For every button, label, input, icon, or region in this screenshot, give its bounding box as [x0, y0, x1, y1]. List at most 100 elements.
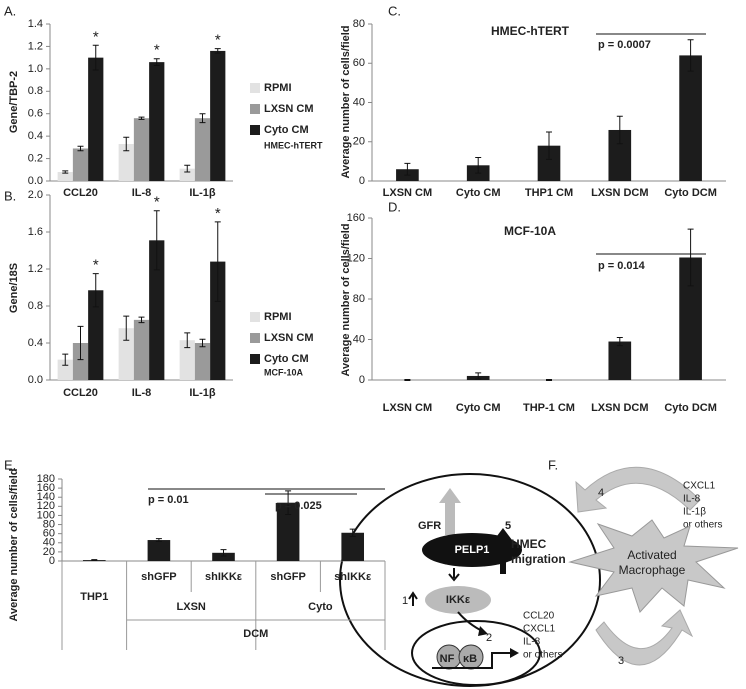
step: 4 [598, 487, 604, 499]
bar [133, 118, 150, 181]
bar [72, 148, 89, 181]
y-tick-label: 1.2 [28, 263, 43, 275]
error-bar [62, 353, 69, 366]
y-tick-label: 160 [347, 212, 365, 224]
legend-label: Cyto CM [264, 353, 309, 365]
secreted-label: CCL20 [523, 611, 555, 622]
y-tick-label: 1.4 [28, 18, 43, 30]
migration-arrow [494, 528, 512, 574]
error-bar [92, 273, 99, 308]
y-tick-label: 120 [347, 252, 365, 264]
x-tick-label: shIKKε [205, 571, 243, 583]
panel-label: A. [4, 3, 16, 18]
x-tick-label: LXSN CM [383, 187, 433, 199]
group-label: LXSN [177, 601, 206, 613]
legend-label: RPMI [264, 311, 292, 323]
legend-label: LXSN CM [264, 332, 314, 344]
x-tick-label: Cyto CM [456, 187, 501, 199]
bar [118, 143, 134, 181]
y-tick-label: 160 [37, 482, 55, 494]
ikk-label: IKKε [446, 594, 471, 606]
annotation: p = 0.01 [148, 494, 189, 506]
y-tick-label: 2.0 [28, 189, 43, 201]
y-tick-label: 0 [49, 555, 55, 567]
y-tick-label: 0.6 [28, 108, 43, 120]
y-tick-label: 80 [43, 518, 55, 530]
x-tick-label: IL-1β [189, 187, 216, 199]
bar [149, 240, 165, 380]
arrow [448, 568, 460, 582]
y-tick-label: 1.2 [28, 40, 43, 52]
y-tick-label: 40 [43, 537, 55, 549]
annotation: p = 0.0007 [598, 39, 651, 51]
bar [179, 168, 195, 181]
bar [212, 552, 235, 561]
y-tick-label: 120 [37, 500, 55, 512]
legend-label: Cyto CM [264, 124, 309, 136]
legend-swatch [250, 104, 260, 114]
error-bar [91, 559, 98, 562]
y-tick-label: 180 [37, 473, 55, 485]
annotation: * [93, 257, 99, 274]
x-tick-label: IL-1β [189, 387, 216, 399]
error-bar [138, 116, 145, 120]
gfr-arrow [439, 488, 461, 535]
bar [88, 57, 104, 182]
panel-label: B. [4, 188, 16, 203]
y-tick-label: 1.0 [28, 63, 43, 75]
legend-note: MCF-10A [264, 367, 304, 377]
y-tick-label: 60 [353, 57, 365, 69]
x-tick-label: shGFP [270, 571, 305, 583]
panel-label: E. [4, 457, 16, 472]
error-bar [404, 162, 411, 176]
legend-swatch [250, 333, 260, 343]
x-tick-label: CCL20 [63, 387, 98, 399]
bar [679, 257, 702, 380]
error-bar [199, 113, 206, 124]
error-bar [475, 372, 482, 380]
y-axis-title: Average number of cells/field [340, 25, 352, 178]
arrow-head [478, 626, 488, 636]
error-bar [404, 378, 411, 382]
migration-label: migration [511, 552, 566, 566]
secreted-label: or others [683, 520, 722, 531]
x-tick-label: THP1 CM [525, 187, 573, 199]
y-axis-title: Average number of cells/field [340, 223, 352, 376]
error-bar [199, 338, 206, 348]
group-label: THP1 [80, 591, 108, 603]
secreted-label: CXCL1 [683, 481, 716, 492]
legend-swatch [250, 125, 260, 135]
y-tick-label: 0.0 [28, 374, 43, 386]
step: 1 [402, 595, 408, 607]
bar [57, 172, 73, 181]
nucleus [411, 620, 541, 686]
legend-swatch [250, 83, 260, 93]
bar [679, 55, 702, 181]
bar [133, 319, 150, 380]
y-axis-title: Gene/18S [8, 263, 20, 313]
annotation: * [154, 42, 160, 59]
error-bar [214, 221, 221, 302]
ikk [425, 586, 491, 614]
pelp1 [422, 533, 522, 567]
chart-title: HMEC-hTERT [491, 24, 570, 38]
bar [57, 359, 73, 380]
legend-note: HMEC-hTERT [264, 140, 323, 150]
macrophage-label: Activated [627, 548, 676, 562]
x-tick-label: IL-8 [132, 387, 152, 399]
y-tick-label: 1.6 [28, 226, 43, 238]
secreted-label: or others [523, 650, 562, 661]
y-tick-label: 0.8 [28, 300, 43, 312]
chart-title: MCF-10A [504, 224, 556, 238]
panel-label: F. [548, 457, 558, 472]
secreted-label: IL-8 [683, 494, 701, 505]
x-tick-label: Cyto CM [456, 402, 501, 414]
x-tick-label: THP-1 CM [523, 402, 575, 414]
panel-label: D. [388, 199, 401, 214]
error-bar [184, 332, 191, 349]
supergroup-label: DCM [243, 628, 268, 640]
annotation: * [215, 32, 221, 49]
y-tick-label: 0.0 [28, 175, 43, 187]
secreted-label: IL-8 [523, 637, 541, 648]
y-tick-label: 20 [43, 546, 55, 558]
